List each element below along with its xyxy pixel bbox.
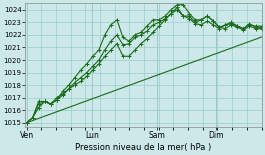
X-axis label: Pression niveau de la mer( hPa ): Pression niveau de la mer( hPa ) xyxy=(75,143,211,152)
